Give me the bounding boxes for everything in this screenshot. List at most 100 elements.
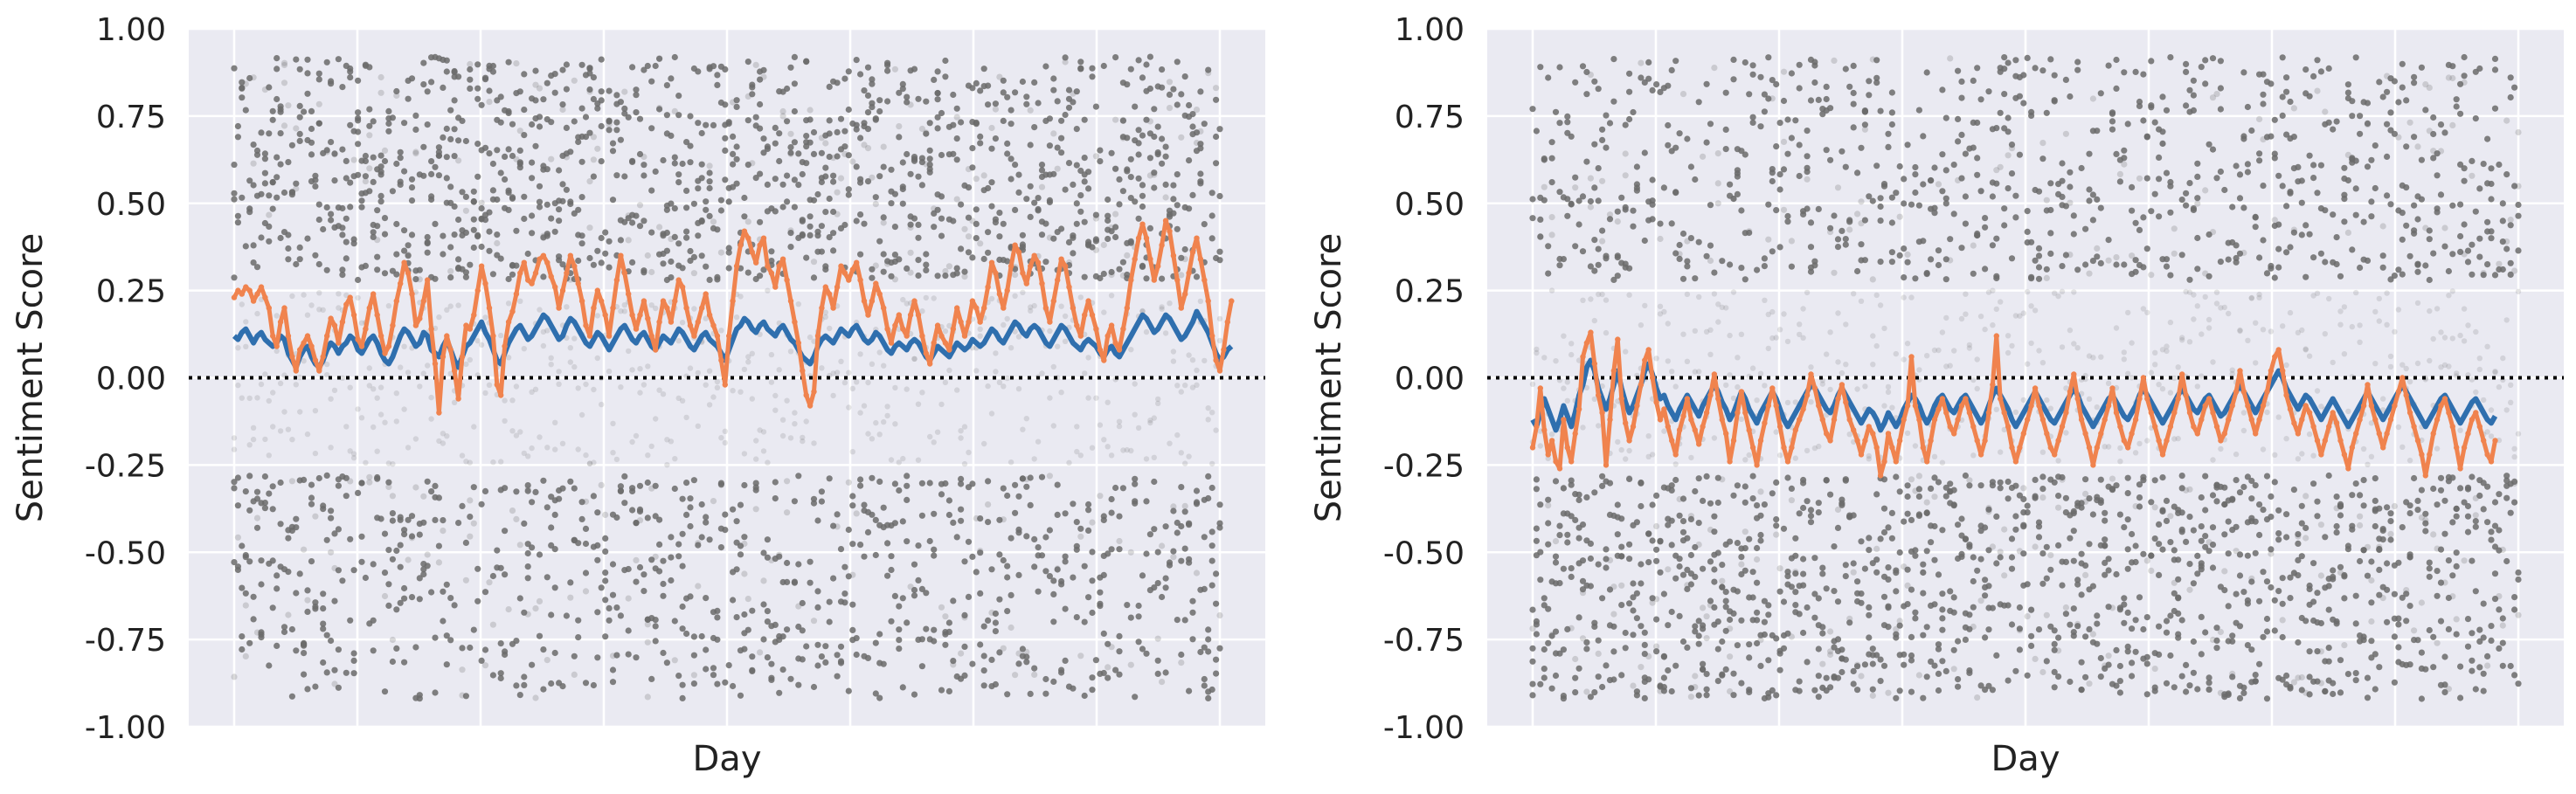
scatter-point	[1181, 256, 1188, 263]
scatter-point	[1162, 575, 1169, 582]
scatter-point	[374, 207, 381, 214]
scatter-point	[1668, 220, 1675, 227]
scatter-point	[1784, 573, 1791, 580]
scatter-point	[845, 68, 852, 75]
scatter-point	[845, 186, 852, 193]
scatter-point	[529, 544, 536, 551]
scatter-point	[1038, 167, 1046, 174]
scatter-point	[1139, 646, 1146, 652]
scatter-point	[2028, 303, 2034, 309]
scatter-point	[1610, 98, 1617, 105]
scatter-point	[594, 355, 600, 362]
scatter-point	[1197, 178, 1204, 185]
scatter-point	[749, 91, 756, 98]
scatter-point	[876, 349, 883, 356]
series-point	[931, 340, 937, 346]
scatter-point	[1722, 627, 1729, 634]
scatter-point	[234, 563, 241, 570]
scatter-point	[1982, 592, 1989, 599]
scatter-point	[722, 679, 729, 686]
scatter-point	[2102, 536, 2109, 543]
scatter-point	[768, 660, 775, 667]
series-point	[1097, 347, 1104, 353]
scatter-point	[462, 693, 470, 700]
scatter-point	[2005, 128, 2012, 135]
scatter-point	[1695, 618, 1702, 625]
scatter-point	[424, 88, 431, 95]
scatter-point	[474, 597, 481, 604]
scatter-point	[765, 459, 771, 466]
scatter-point	[641, 217, 647, 224]
scatter-point	[2047, 56, 2054, 63]
scatter-point	[907, 224, 914, 231]
scatter-point	[1761, 597, 1768, 604]
scatter-point	[412, 644, 419, 651]
scatter-point	[1599, 126, 1606, 133]
scatter-point	[544, 79, 551, 86]
scatter-point	[401, 595, 408, 602]
scatter-point	[274, 194, 280, 201]
scatter-point	[2109, 604, 2116, 611]
scatter-point	[891, 520, 898, 527]
scatter-point	[1147, 418, 1153, 424]
scatter-point	[521, 520, 528, 528]
scatter-point	[1178, 557, 1185, 564]
scatter-point	[1579, 193, 1587, 200]
scatter-point	[362, 152, 369, 160]
scatter-point	[362, 262, 369, 269]
scatter-point	[864, 528, 872, 536]
scatter-point	[1781, 311, 1787, 317]
scatter-point	[293, 56, 300, 63]
scatter-point	[1591, 78, 1598, 85]
scatter-point	[2171, 250, 2178, 257]
scatter-point	[532, 386, 539, 392]
series-point	[1201, 277, 1208, 283]
scatter-point	[1672, 58, 1679, 65]
scatter-point	[571, 652, 578, 659]
scatter-point	[1714, 678, 1721, 685]
scatter-point	[993, 350, 999, 356]
scatter-point	[261, 500, 268, 507]
scatter-point	[1873, 556, 1880, 563]
scatter-point	[641, 269, 647, 276]
scatter-point	[992, 680, 999, 688]
scatter-point	[377, 515, 384, 522]
scatter-point	[2163, 497, 2171, 505]
scatter-point	[250, 593, 257, 600]
scatter-point	[2159, 474, 2166, 481]
scatter-point	[1155, 400, 1161, 406]
scatter-point	[2067, 169, 2074, 176]
scatter-point	[2105, 567, 2112, 574]
scatter-point	[1707, 597, 1714, 604]
scatter-point	[1676, 612, 1683, 620]
scatter-point	[1174, 225, 1181, 232]
scatter-point	[2028, 607, 2035, 614]
scatter-point	[478, 342, 485, 348]
scatter-point	[911, 691, 918, 698]
scatter-point	[1746, 641, 1753, 648]
scatter-point	[551, 511, 558, 519]
scatter-point	[1568, 341, 1575, 347]
scatter-point	[1181, 73, 1188, 80]
scatter-point	[1653, 356, 1659, 362]
scatter-point	[274, 642, 280, 650]
scatter-point	[1912, 163, 1919, 171]
scatter-point	[443, 175, 450, 182]
scatter-point	[532, 694, 539, 701]
scatter-point	[1618, 672, 1625, 679]
scatter-point	[1579, 586, 1587, 593]
scatter-point	[544, 201, 551, 208]
scatter-point	[1054, 144, 1061, 151]
series-point	[637, 312, 643, 318]
scatter-point	[486, 382, 493, 388]
scatter-point	[1687, 163, 1694, 170]
scatter-point	[1942, 195, 1949, 202]
scatter-point	[2008, 565, 2016, 572]
scatter-point	[992, 100, 999, 107]
scatter-point	[1989, 242, 1996, 249]
scatter-point	[1904, 142, 1911, 148]
scatter-point	[791, 107, 799, 115]
scatter-point	[911, 586, 918, 594]
scatter-point	[725, 198, 732, 205]
scatter-point	[401, 168, 408, 175]
